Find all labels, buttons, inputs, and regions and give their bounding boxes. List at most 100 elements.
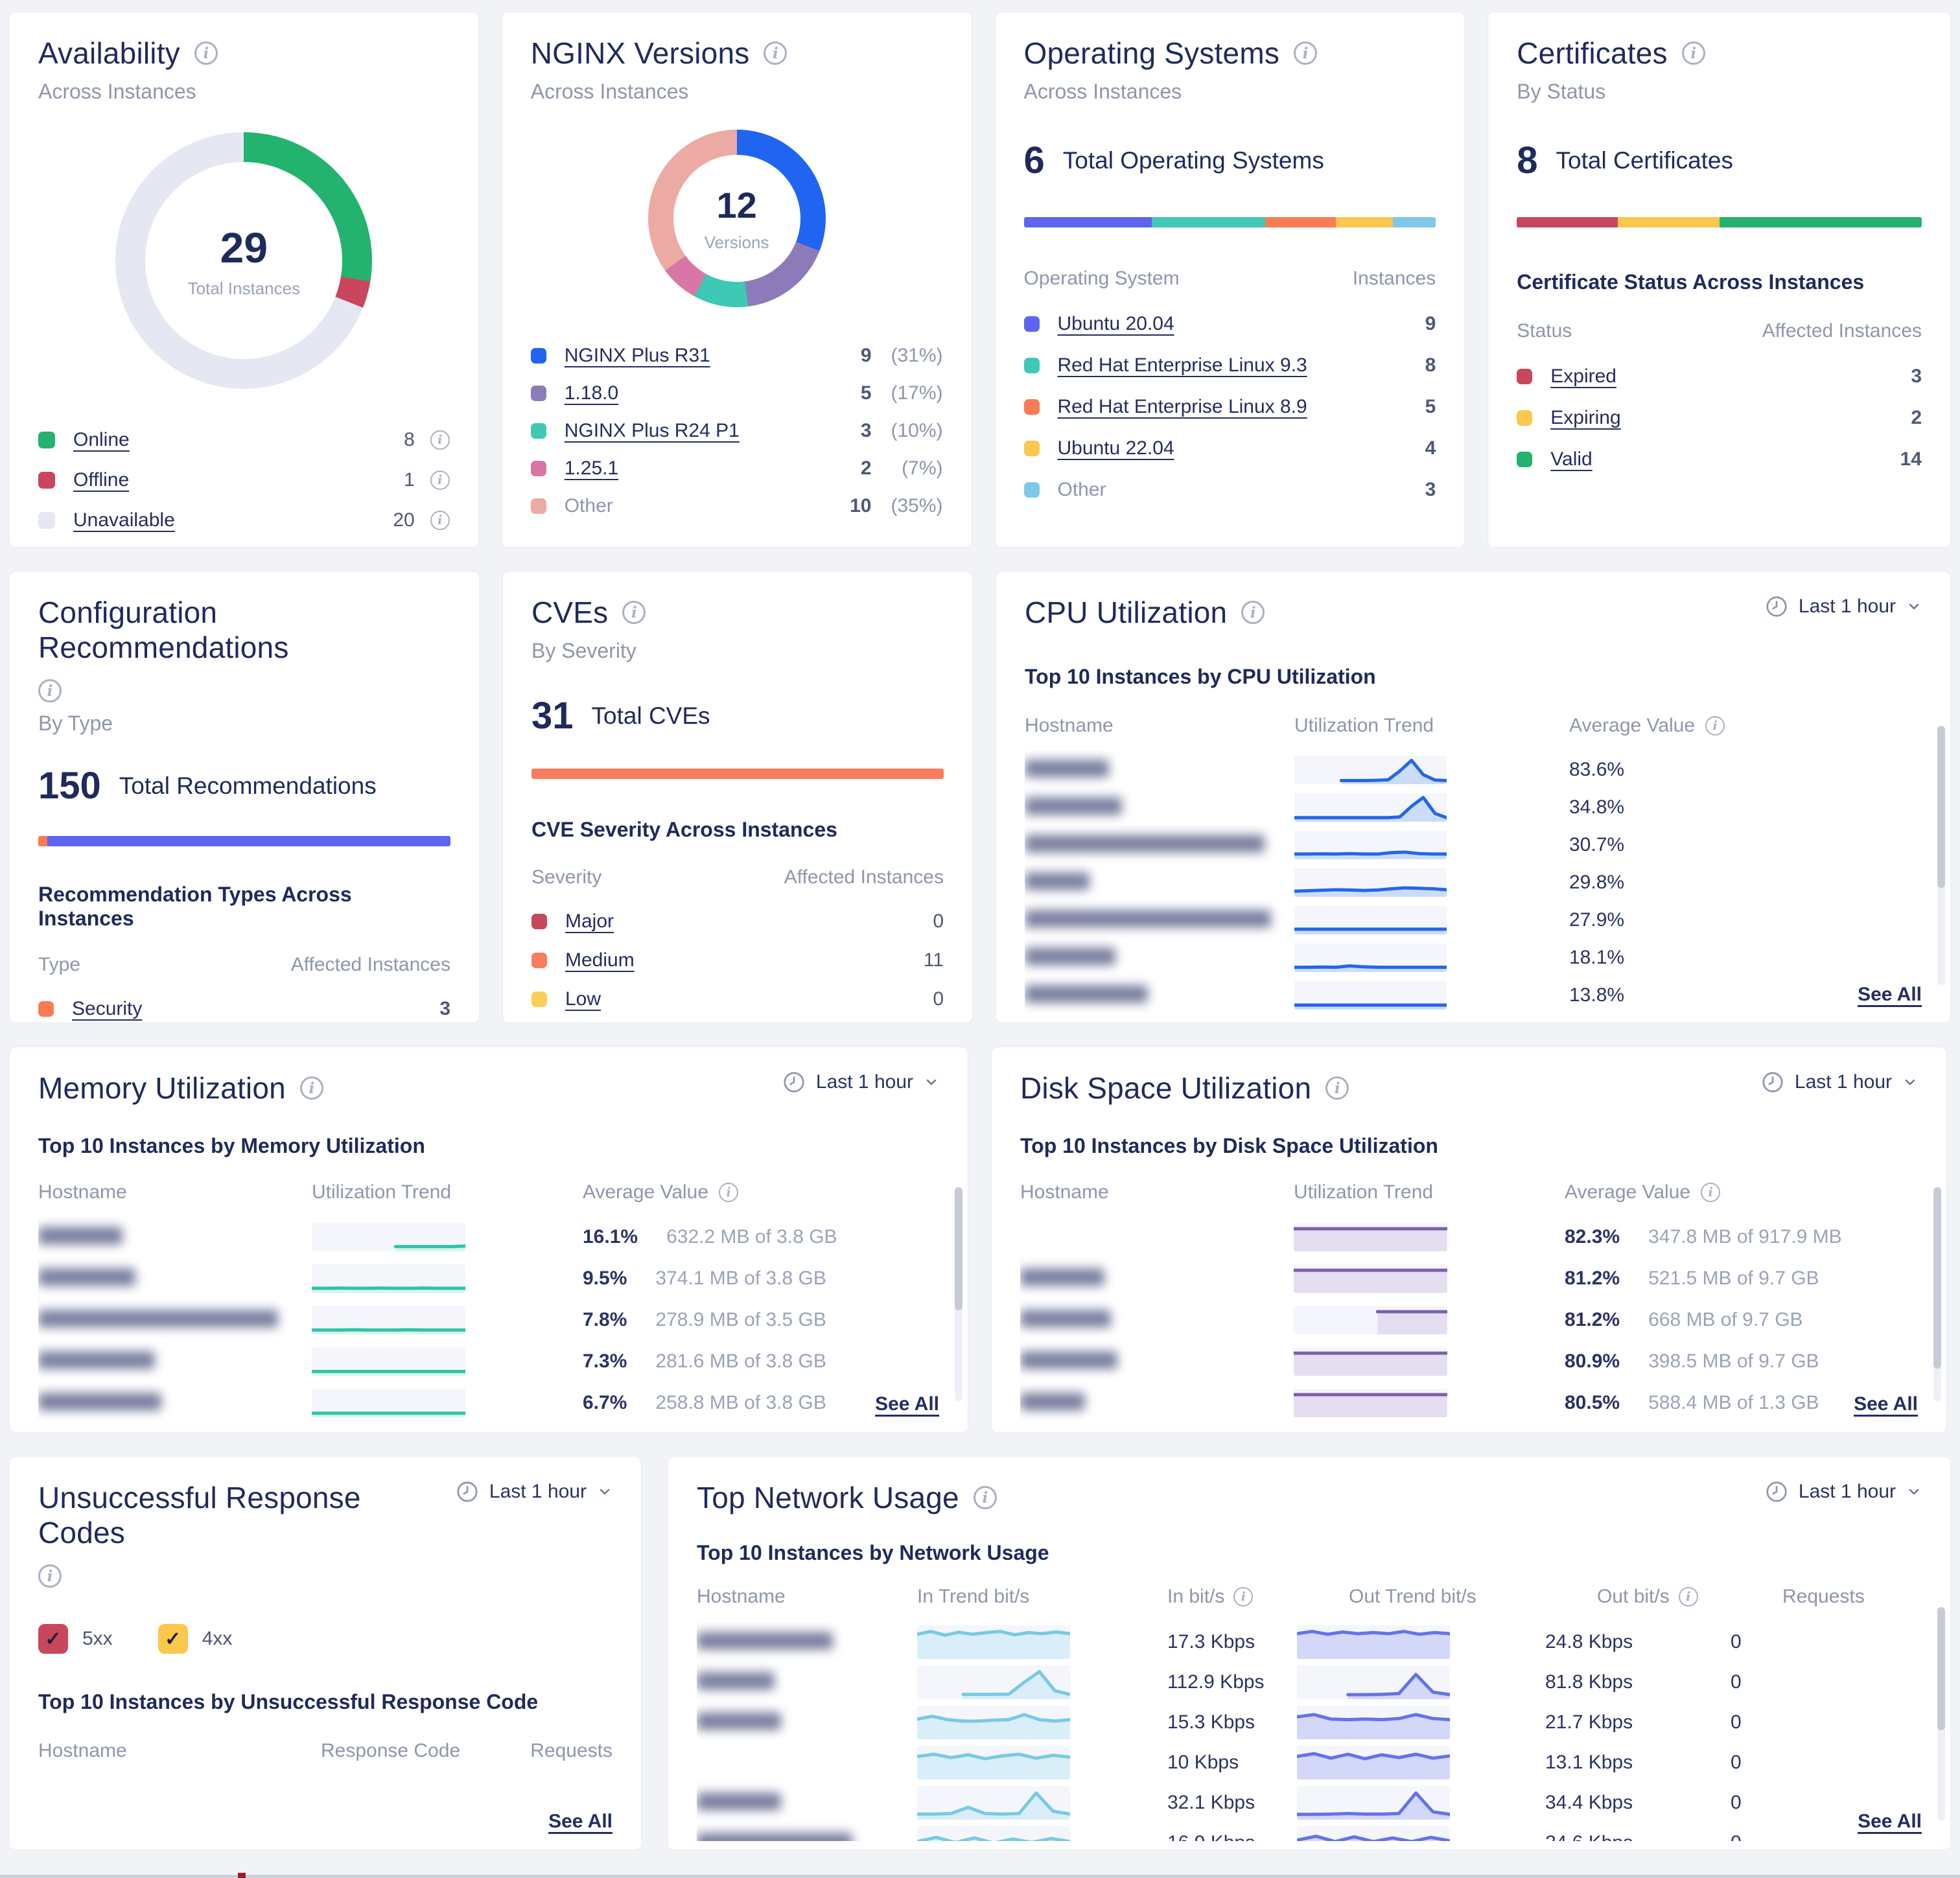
legend-count: 3 bbox=[860, 420, 872, 441]
table-row: Red Hat Enterprise Linux 8.9 5 bbox=[1023, 396, 1436, 418]
os-link[interactable]: Red Hat Enterprise Linux 8.9 bbox=[1057, 396, 1307, 417]
hostname-blurred[interactable] bbox=[697, 1632, 833, 1649]
type-link-security[interactable]: Security bbox=[72, 998, 143, 1019]
table-row: 81.2% 668 MB of 9.7 GB bbox=[1020, 1299, 1918, 1341]
requests-value: 0 bbox=[1731, 1832, 1795, 1841]
scrollbar-track[interactable] bbox=[1937, 1607, 1945, 1821]
clock-icon bbox=[1762, 1072, 1783, 1093]
time-range-select[interactable]: Last 1 hour bbox=[1765, 1480, 1922, 1503]
time-range-select[interactable]: Last 1 hour bbox=[1761, 1071, 1918, 1094]
hostname-blurred[interactable] bbox=[38, 1310, 278, 1327]
scrollbar-thumb[interactable] bbox=[955, 1187, 962, 1310]
info-icon[interactable]: i bbox=[1294, 41, 1318, 65]
scrollbar-thumb[interactable] bbox=[1937, 726, 1945, 888]
hostname-blurred[interactable] bbox=[1020, 1393, 1085, 1410]
checkbox-5xx[interactable]: ✓ bbox=[38, 1624, 68, 1654]
info-icon[interactable]: i bbox=[1325, 1076, 1349, 1100]
hostname-blurred[interactable] bbox=[1025, 759, 1109, 777]
col-header: Hostname bbox=[38, 1181, 127, 1203]
hostname-blurred[interactable] bbox=[1025, 797, 1122, 815]
legend-link-offline[interactable]: Offline bbox=[73, 469, 130, 491]
hostname-blurred[interactable] bbox=[697, 1672, 775, 1689]
scrollbar-track[interactable] bbox=[955, 1187, 962, 1401]
time-range-select[interactable]: Last 1 hour bbox=[782, 1071, 939, 1094]
legend-link[interactable]: 1.25.1 bbox=[564, 458, 619, 479]
col-header: Hostname bbox=[38, 1740, 127, 1761]
hostname-blurred[interactable] bbox=[697, 1792, 781, 1810]
status-link-valid[interactable]: Valid bbox=[1550, 448, 1592, 470]
time-range-select[interactable]: Last 1 hour bbox=[1765, 595, 1922, 618]
hostname-blurred[interactable] bbox=[1025, 835, 1265, 852]
hostname-blurred[interactable] bbox=[1025, 910, 1271, 927]
scrollbar-thumb[interactable] bbox=[1937, 1607, 1945, 1730]
table-row: 80.5% 588.4 MB of 1.3 GB bbox=[1020, 1382, 1918, 1424]
os-link[interactable]: Red Hat Enterprise Linux 9.3 bbox=[1057, 354, 1307, 376]
info-icon[interactable]: i bbox=[1241, 601, 1265, 624]
info-icon[interactable]: i bbox=[1233, 1587, 1254, 1606]
hostname-blurred[interactable] bbox=[1025, 985, 1148, 1003]
row-count: 3 bbox=[1911, 365, 1922, 387]
table-row: 15.3 Kbps 21.7 Kbps 0 bbox=[697, 1702, 1922, 1743]
scrollbar-track[interactable] bbox=[1933, 1187, 1941, 1401]
legend-link[interactable]: NGINX Plus R24 P1 bbox=[564, 420, 740, 441]
status-link-expired[interactable]: Expired bbox=[1550, 365, 1616, 387]
legend-label-other: Other bbox=[564, 495, 613, 516]
info-icon[interactable]: i bbox=[38, 1564, 62, 1588]
legend-row: Unavailable 20 i bbox=[38, 509, 450, 531]
info-icon[interactable]: i bbox=[299, 1076, 323, 1100]
see-all-link[interactable]: See All bbox=[1858, 984, 1922, 1005]
legend-pct: (17%) bbox=[891, 382, 943, 404]
hostname-blurred[interactable] bbox=[697, 1712, 781, 1730]
card-title: Certificates bbox=[1517, 36, 1668, 70]
availability-card: Availability i Across Instances 29 Total… bbox=[9, 12, 479, 548]
severity-link-medium[interactable]: Medium bbox=[565, 949, 635, 971]
hostname-blurred[interactable] bbox=[1020, 1351, 1117, 1369]
hostname-blurred[interactable] bbox=[38, 1268, 135, 1286]
legend-link-online[interactable]: Online bbox=[73, 429, 130, 450]
info-icon[interactable]: i bbox=[764, 41, 788, 65]
table-row: 27.9% bbox=[1025, 901, 1922, 939]
legend-link[interactable]: NGINX Plus R31 bbox=[564, 345, 710, 366]
info-icon[interactable]: i bbox=[719, 1183, 739, 1202]
in-trend-sparkline bbox=[917, 1665, 1070, 1699]
os-link[interactable]: Ubuntu 22.04 bbox=[1057, 437, 1174, 459]
info-icon[interactable]: i bbox=[1705, 716, 1725, 736]
hostname-blurred[interactable] bbox=[38, 1227, 122, 1244]
page-bottom-marker bbox=[238, 1873, 246, 1878]
hostname-blurred[interactable] bbox=[697, 1833, 852, 1841]
table-row: 6.7% 258.8 MB of 3.8 GB bbox=[38, 1382, 939, 1424]
scrollbar-thumb[interactable] bbox=[1933, 1187, 1941, 1369]
status-link-expiring[interactable]: Expiring bbox=[1550, 407, 1621, 428]
see-all-link[interactable]: See All bbox=[875, 1393, 939, 1415]
info-icon[interactable]: i bbox=[430, 430, 450, 450]
info-icon[interactable]: i bbox=[1678, 1587, 1698, 1606]
legend-link[interactable]: 1.18.0 bbox=[564, 382, 619, 404]
os-link[interactable]: Ubuntu 20.04 bbox=[1057, 313, 1174, 334]
info-icon[interactable]: i bbox=[1681, 41, 1705, 65]
info-icon[interactable]: i bbox=[38, 679, 62, 702]
info-icon[interactable]: i bbox=[1701, 1183, 1721, 1202]
hostname-blurred[interactable] bbox=[1020, 1310, 1111, 1327]
time-range-select[interactable]: Last 1 hour bbox=[456, 1480, 612, 1503]
severity-link-major[interactable]: Major bbox=[565, 910, 614, 932]
hostname-blurred[interactable] bbox=[38, 1351, 155, 1369]
see-all-link[interactable]: See All bbox=[1854, 1393, 1918, 1415]
chevron-down-icon bbox=[926, 1079, 937, 1085]
hostname-blurred[interactable] bbox=[1020, 1268, 1104, 1286]
severity-link-low[interactable]: Low bbox=[565, 988, 601, 1010]
info-icon[interactable]: i bbox=[430, 511, 450, 530]
certificates-card: Certificates i By Status 8 Total Certifi… bbox=[1488, 12, 1951, 548]
hostname-blurred[interactable] bbox=[1025, 947, 1115, 965]
scrollbar-track[interactable] bbox=[1937, 726, 1945, 985]
info-icon[interactable]: i bbox=[194, 41, 218, 65]
see-all-link[interactable]: See All bbox=[1858, 1811, 1922, 1832]
info-icon[interactable]: i bbox=[622, 601, 646, 624]
info-icon[interactable]: i bbox=[430, 470, 450, 490]
hostname-blurred[interactable] bbox=[1025, 872, 1090, 890]
checkbox-4xx[interactable]: ✓ bbox=[158, 1624, 188, 1654]
see-all-link[interactable]: See All bbox=[548, 1811, 612, 1832]
info-icon[interactable]: i bbox=[973, 1486, 997, 1509]
hostname-blurred[interactable] bbox=[38, 1393, 161, 1410]
legend-link-unavailable[interactable]: Unavailable bbox=[73, 509, 175, 531]
average-detail: 632.2 MB of 3.8 GB bbox=[666, 1226, 837, 1247]
